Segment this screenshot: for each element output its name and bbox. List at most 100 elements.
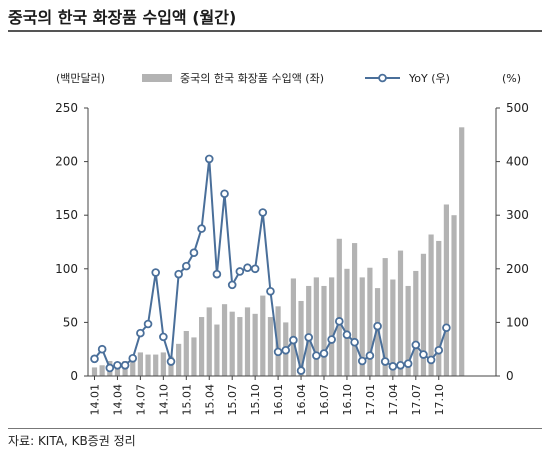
legend-bar-label: 중국의 한국 화장품 수입액 (좌) <box>180 72 324 85</box>
bar <box>168 356 174 376</box>
bar <box>244 307 251 376</box>
yoy-point <box>403 359 413 368</box>
yoy-point <box>319 349 329 358</box>
chart: 0 50 100 150 200 250 0 100 200 300 400 500 (백만달러) (%)… <box>55 72 529 416</box>
yoy-point <box>105 363 115 373</box>
left-tick-label: 0 <box>70 369 78 383</box>
yoy-point <box>373 321 382 331</box>
bar <box>99 365 105 376</box>
bar <box>313 277 319 376</box>
bar <box>352 243 358 376</box>
bar <box>374 288 381 376</box>
yoy-point <box>204 154 214 164</box>
yoy-point <box>281 345 291 355</box>
bar <box>199 317 205 376</box>
bar <box>451 215 457 376</box>
yoy-point <box>380 357 390 366</box>
line-series <box>90 154 451 375</box>
yoy-point <box>334 317 344 326</box>
bar <box>130 356 136 376</box>
right-tick-label: 100 <box>506 315 529 329</box>
yoy-point <box>357 356 367 366</box>
bar <box>290 278 296 376</box>
left-tick-label: 200 <box>55 155 78 169</box>
x-tick-label: 15.01 <box>180 384 193 416</box>
x-tick-label: 16.01 <box>272 384 285 416</box>
x-tick-label: 17.07 <box>410 384 423 416</box>
bar <box>382 258 388 376</box>
bar <box>390 279 396 376</box>
yoy-point <box>350 337 359 347</box>
left-tick-label: 100 <box>55 262 78 276</box>
yoy-point <box>365 351 375 360</box>
bar <box>183 330 189 376</box>
yoy-point <box>90 354 99 364</box>
yoy-point <box>212 269 222 279</box>
yoy-point <box>273 347 283 357</box>
x-tick-label: 14.04 <box>111 384 124 416</box>
x-tick-label: 17.10 <box>433 384 446 416</box>
left-axis-unit: (백만달러) <box>56 72 105 85</box>
yoy-point <box>266 287 275 296</box>
yoy-point <box>442 323 451 333</box>
legend-line-label: YoY (우) <box>408 72 450 85</box>
yoy-point <box>182 261 191 271</box>
x-tick-label: 14.07 <box>134 384 147 416</box>
bar <box>214 324 220 376</box>
right-tick-label: 0 <box>506 369 514 383</box>
yoy-point <box>411 340 421 350</box>
bar-series <box>91 127 465 376</box>
bar <box>260 295 266 376</box>
yoy-point <box>289 335 298 345</box>
yoy-point <box>227 280 237 290</box>
x-tick-label: 17.04 <box>387 384 400 416</box>
yoy-point <box>97 344 107 354</box>
bar <box>275 306 281 376</box>
yoy-point <box>296 366 306 375</box>
bar <box>298 300 304 376</box>
bar <box>252 313 258 376</box>
bar <box>443 204 449 376</box>
x-tick-label: 16.10 <box>341 384 354 416</box>
bar <box>413 270 419 376</box>
bar <box>405 285 411 376</box>
yoy-point <box>327 335 336 344</box>
yoy-point <box>128 354 138 363</box>
bar <box>153 354 159 376</box>
bar <box>428 234 434 376</box>
yoy-point <box>396 360 405 370</box>
left-tick-label: 50 <box>63 315 78 329</box>
yoy-point <box>342 330 352 340</box>
x-tick-label: 14.10 <box>157 384 170 416</box>
yoy-point <box>120 360 130 370</box>
bar <box>176 343 182 376</box>
bar <box>221 304 228 376</box>
legend-bar-swatch <box>142 74 172 82</box>
yoy-point <box>166 357 176 366</box>
bar <box>237 317 243 376</box>
axes: 0 50 100 150 200 250 0 100 200 300 400 500 (백만달러) (%)… <box>55 72 529 416</box>
x-tick-label: 15.10 <box>249 384 262 416</box>
yoy-point <box>220 189 229 199</box>
left-tick-label: 150 <box>55 208 78 222</box>
bar <box>367 267 373 376</box>
yoy-point <box>174 269 183 279</box>
yoy-point <box>388 362 398 371</box>
bar <box>336 238 342 376</box>
source-note: 자료: KITA, KB증권 정리 <box>8 434 136 448</box>
right-tick-label: 300 <box>506 208 529 222</box>
bar <box>160 352 166 376</box>
yoy-point <box>136 328 145 338</box>
x-tick-label: 16.07 <box>318 384 331 416</box>
yoy-point <box>235 267 245 276</box>
yoy-point <box>189 248 199 258</box>
x-tick-label: 14.01 <box>89 384 102 416</box>
right-tick-label: 200 <box>506 262 529 276</box>
bar <box>420 253 427 376</box>
x-tick-label: 15.07 <box>226 384 239 416</box>
bar <box>321 285 327 376</box>
left-tick-label: 250 <box>55 101 78 115</box>
yoy-point <box>151 268 161 277</box>
yoy-point <box>304 333 314 342</box>
bar <box>436 240 442 376</box>
